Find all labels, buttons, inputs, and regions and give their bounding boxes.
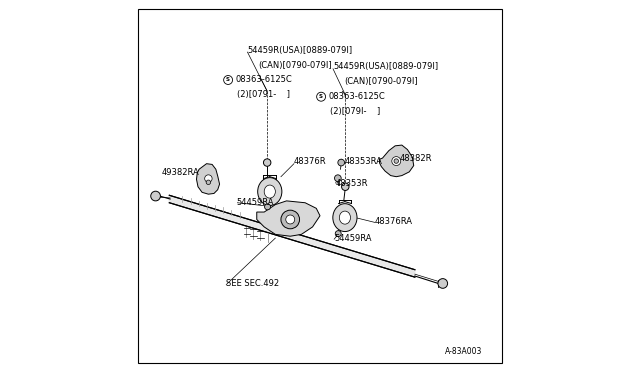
Polygon shape [196, 164, 220, 194]
Text: 48353RA: 48353RA [344, 157, 382, 166]
Text: 48376R: 48376R [294, 157, 326, 166]
Text: A-83A003: A-83A003 [444, 347, 482, 356]
Text: 54459R(USA)[0889-079I]: 54459R(USA)[0889-079I] [248, 46, 353, 55]
Ellipse shape [264, 185, 275, 198]
Circle shape [392, 157, 401, 166]
Text: (CAN)[0790-079I]: (CAN)[0790-079I] [259, 61, 332, 70]
Text: (2)[0791-    ]: (2)[0791- ] [237, 90, 291, 99]
Circle shape [206, 180, 211, 185]
Text: S: S [226, 77, 230, 83]
Text: (CAN)[0790-079I]: (CAN)[0790-079I] [344, 77, 418, 86]
Circle shape [281, 210, 300, 229]
Polygon shape [170, 195, 415, 277]
Ellipse shape [333, 204, 357, 231]
Circle shape [151, 191, 161, 201]
Text: 54459R(USA)[0889-079I]: 54459R(USA)[0889-079I] [333, 62, 438, 71]
Text: 48382R: 48382R [400, 154, 433, 163]
Text: S: S [319, 94, 323, 99]
Circle shape [317, 92, 326, 101]
Circle shape [223, 76, 232, 84]
Circle shape [342, 183, 349, 190]
Circle shape [394, 159, 399, 163]
Text: 08363-6125C: 08363-6125C [236, 76, 292, 84]
Circle shape [286, 215, 294, 224]
Text: 08363-6125C: 08363-6125C [328, 92, 385, 101]
Circle shape [335, 175, 341, 182]
Circle shape [205, 175, 212, 182]
Polygon shape [380, 145, 413, 177]
Ellipse shape [258, 178, 282, 205]
Text: 54459RA: 54459RA [236, 198, 274, 207]
Text: 49382RA: 49382RA [162, 169, 200, 177]
Text: 54459RA: 54459RA [334, 234, 372, 243]
Circle shape [264, 204, 271, 210]
Text: SEE SEC.492: SEE SEC.492 [227, 279, 280, 288]
Text: 48353R: 48353R [335, 179, 368, 187]
Circle shape [335, 231, 341, 237]
Circle shape [264, 159, 271, 166]
Text: (2)[079I-    ]: (2)[079I- ] [330, 107, 381, 116]
Circle shape [338, 159, 344, 166]
Circle shape [438, 279, 447, 288]
Ellipse shape [339, 211, 351, 224]
Text: 48376RA: 48376RA [375, 217, 413, 226]
Polygon shape [257, 201, 320, 236]
